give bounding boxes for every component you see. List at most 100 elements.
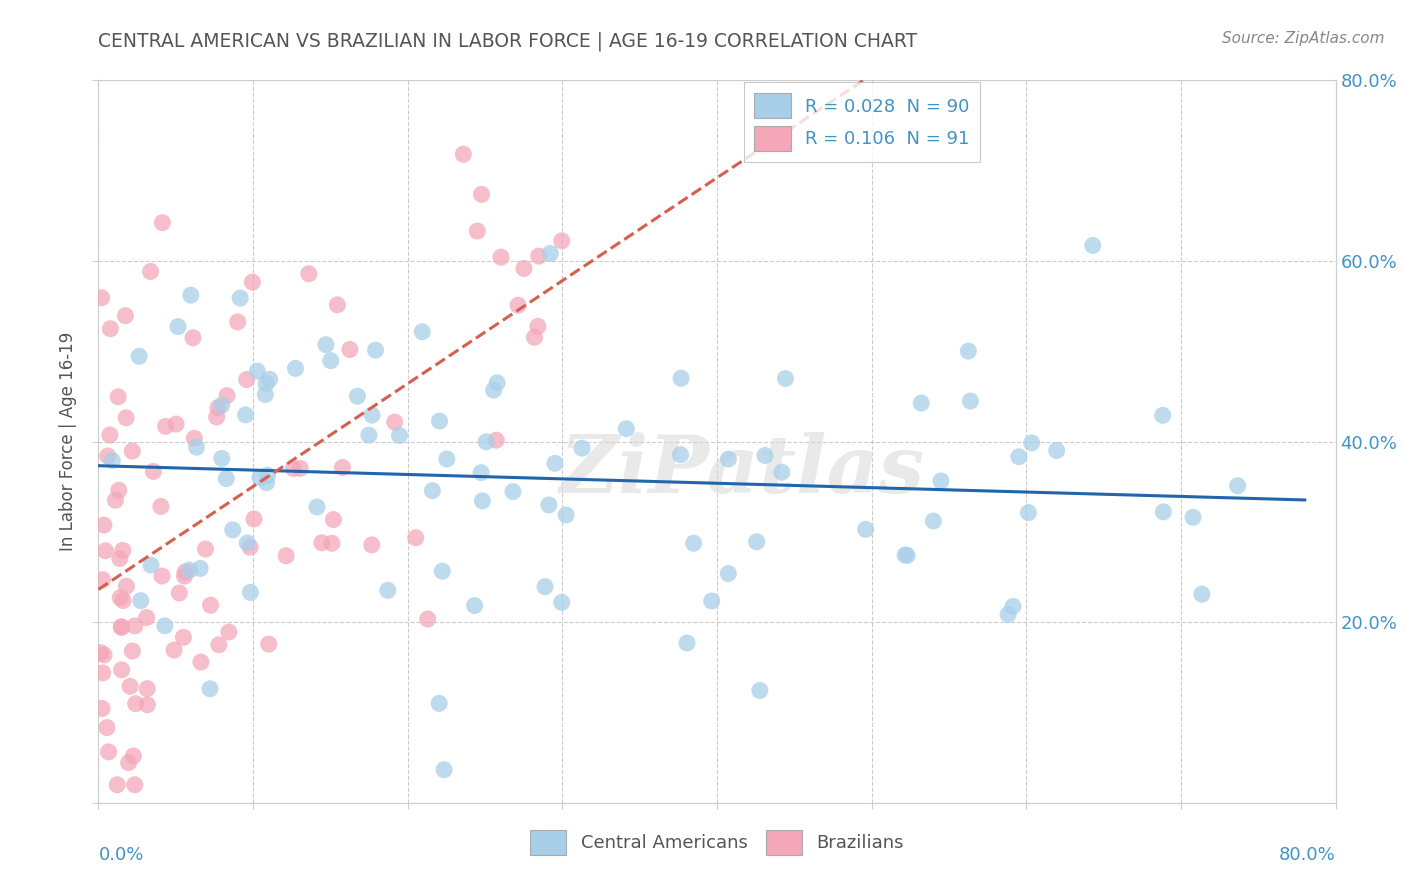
Point <box>361 408 384 422</box>
Text: ZiPatlas: ZiPatlas <box>560 432 924 509</box>
Point <box>98 428 121 442</box>
Point <box>150 216 173 230</box>
Point <box>239 540 262 554</box>
Point <box>236 536 259 550</box>
Point <box>527 249 550 263</box>
Point <box>165 417 187 431</box>
Point <box>93 518 115 533</box>
Point <box>172 630 194 644</box>
Point <box>100 322 122 336</box>
Point <box>544 456 567 470</box>
Point <box>470 466 492 480</box>
Point <box>115 579 138 593</box>
Point <box>188 561 211 575</box>
Point <box>411 325 433 339</box>
Point <box>357 428 380 442</box>
Point <box>235 373 257 387</box>
Point <box>538 246 561 260</box>
Point <box>922 514 945 528</box>
Point <box>319 353 342 368</box>
Point <box>257 637 280 651</box>
Point <box>90 291 112 305</box>
Legend: Central Americans, Brazilians: Central Americans, Brazilians <box>519 819 915 866</box>
Point <box>534 580 557 594</box>
Point <box>482 383 505 397</box>
Point <box>489 250 512 264</box>
Point <box>91 573 114 587</box>
Point <box>121 644 143 658</box>
Point <box>190 655 212 669</box>
Point <box>669 371 692 385</box>
Point <box>1191 587 1213 601</box>
Point <box>465 224 488 238</box>
Point <box>910 396 932 410</box>
Point <box>513 261 536 276</box>
Point <box>523 330 546 344</box>
Point <box>167 319 190 334</box>
Text: 80.0%: 80.0% <box>1279 847 1336 864</box>
Point <box>537 498 560 512</box>
Point <box>283 461 305 475</box>
Point <box>322 512 344 526</box>
Point <box>321 536 343 550</box>
Point <box>429 414 451 428</box>
Point <box>97 745 120 759</box>
Point <box>93 648 115 662</box>
Y-axis label: In Labor Force | Age 16-19: In Labor Force | Age 16-19 <box>59 332 77 551</box>
Point <box>453 147 475 161</box>
Point <box>186 440 208 454</box>
Point <box>205 409 228 424</box>
Text: 0.0%: 0.0% <box>98 847 143 864</box>
Point <box>614 422 637 436</box>
Point <box>139 558 162 573</box>
Point <box>1182 510 1205 524</box>
Point <box>128 349 150 363</box>
Point <box>110 663 132 677</box>
Point <box>682 536 704 550</box>
Point <box>150 569 173 583</box>
Point <box>96 721 118 735</box>
Point <box>346 389 368 403</box>
Point <box>896 549 918 563</box>
Point <box>107 390 129 404</box>
Point <box>1017 506 1039 520</box>
Point <box>101 453 124 467</box>
Point <box>669 448 692 462</box>
Point <box>246 364 269 378</box>
Point <box>1046 443 1069 458</box>
Point <box>91 665 114 680</box>
Point <box>360 538 382 552</box>
Point <box>124 778 146 792</box>
Point <box>122 748 145 763</box>
Point <box>110 620 132 634</box>
Point <box>108 591 131 605</box>
Point <box>1001 599 1024 614</box>
Point <box>475 434 498 449</box>
Point <box>254 387 277 401</box>
Point <box>235 408 257 422</box>
Point <box>748 683 770 698</box>
Point <box>364 343 387 358</box>
Point <box>433 763 456 777</box>
Point <box>124 619 146 633</box>
Text: CENTRAL AMERICAN VS BRAZILIAN IN LABOR FORCE | AGE 16-19 CORRELATION CHART: CENTRAL AMERICAN VS BRAZILIAN IN LABOR F… <box>98 31 918 51</box>
Text: Source: ZipAtlas.com: Source: ZipAtlas.com <box>1222 31 1385 46</box>
Point <box>305 500 328 514</box>
Point <box>211 451 233 466</box>
Point <box>149 500 172 514</box>
Point <box>388 428 411 442</box>
Point <box>770 465 793 479</box>
Point <box>259 372 281 386</box>
Point <box>181 331 204 345</box>
Point <box>120 679 142 693</box>
Point <box>1021 436 1043 450</box>
Point <box>1008 450 1031 464</box>
Point <box>115 410 138 425</box>
Point <box>1081 238 1104 252</box>
Point <box>129 593 152 607</box>
Point <box>256 468 278 483</box>
Point <box>855 522 877 536</box>
Point <box>215 388 238 402</box>
Point <box>117 756 139 770</box>
Point <box>110 620 132 634</box>
